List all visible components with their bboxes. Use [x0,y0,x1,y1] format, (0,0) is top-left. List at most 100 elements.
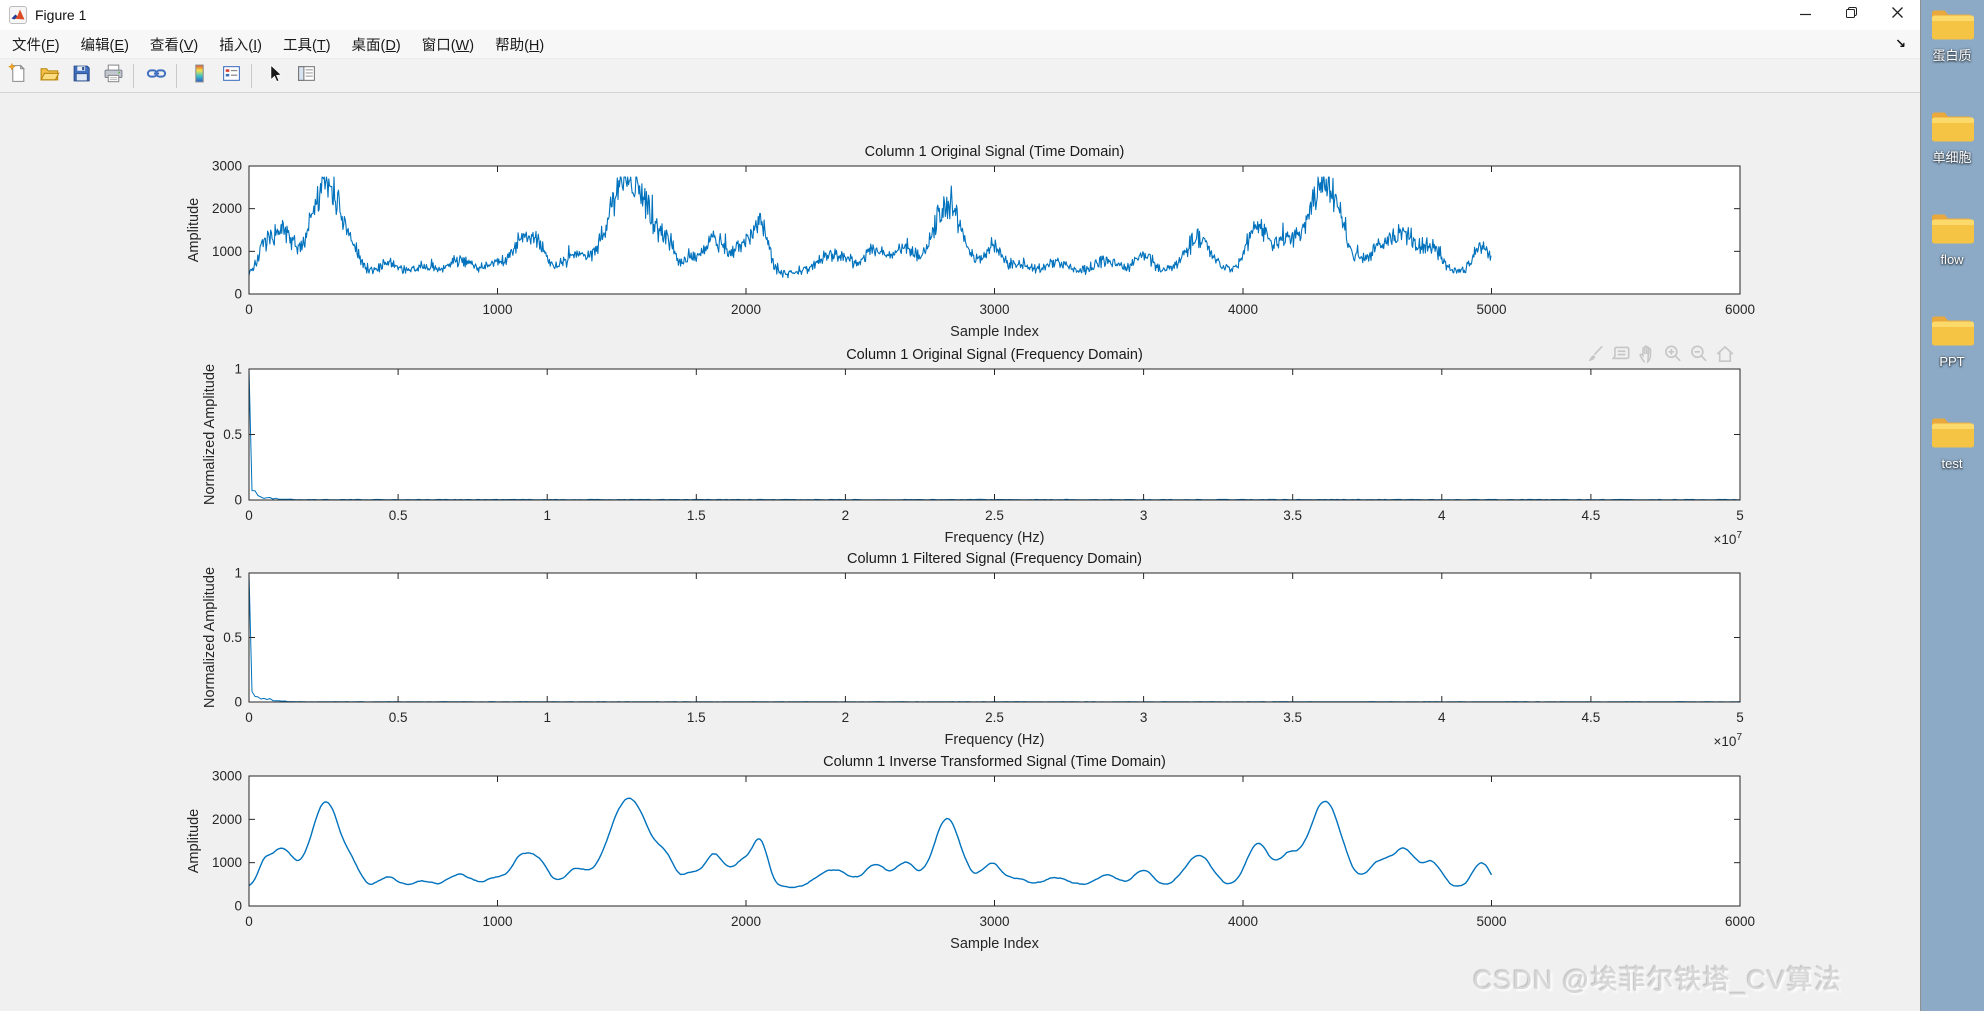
x-tick-label: 0.5 [389,508,408,523]
chart-title: Column 1 Original Signal (Time Domain) [865,144,1125,160]
y-tick-label: 0.5 [223,630,242,645]
folder-single-cell[interactable]: 单细胞 [1921,108,1983,165]
restore-view-button[interactable] [1712,343,1738,369]
figure-plot-area: 0 1000 2000 3000 4000 5000 60000100020003000Co… [186,144,1755,952]
signal-line [248,176,1492,279]
zoom-in-button[interactable] [1660,343,1686,369]
menu-item-desktop[interactable]: 桌面(D) [351,37,401,54]
x-tick-label: 5000 [1476,302,1506,317]
pan-icon [1636,343,1658,370]
plot-background [249,166,1740,294]
x-tick-label: 5000 [1476,914,1506,929]
restore-button[interactable] [1828,0,1874,30]
menu-item-file[interactable]: 文件(F) [12,37,60,54]
x-tick-label: 3.5 [1283,710,1302,725]
folder-icon [1921,312,1983,353]
x-tick-label: 3 [1140,710,1148,725]
folder-label: PPT [1939,354,1965,369]
x-tick-label: 0 [245,914,253,929]
x-axis-label: Frequency (Hz) [945,732,1045,748]
desktop: 蛋白质单细胞 flow PPT test [1920,0,1984,1011]
matlab-logo-icon [9,6,27,24]
y-tick-label: 0 [234,493,242,508]
insert-legend-button[interactable] [216,62,246,90]
chart-title: Column 1 Filtered Signal (Frequency Doma… [847,551,1142,567]
toolbar-separator [133,63,134,88]
folder-label: test [1941,456,1963,471]
menu-item-view[interactable]: 查看(V) [149,37,199,54]
folder-flow[interactable]: flow [1921,210,1983,267]
x-tick-label: 1000 [482,302,512,317]
close-button[interactable] [1874,0,1920,30]
folder-icon [1921,108,1983,149]
plot-background [249,776,1740,906]
new-figure-button[interactable] [2,62,32,90]
menu-item-insert[interactable]: 插入(I) [219,37,262,54]
y-axis-label: Amplitude [186,198,202,262]
y-tick-label: 0.5 [223,427,242,442]
link-plot-icon [146,63,167,89]
x-tick-label: 2 [842,710,850,725]
x-tick-label: 1.5 [687,710,706,725]
toolbar-separator [251,63,252,88]
restore-icon [1845,6,1858,24]
menu-item-tools[interactable]: 工具(T) [282,37,331,54]
y-tick-label: 1 [234,566,242,581]
edit-plot-icon [264,63,285,89]
link-plot-button[interactable] [141,62,171,90]
y-tick-label: 0 [234,287,242,302]
restore-view-icon [1714,343,1736,370]
folder-ppt[interactable]: PPT [1921,312,1983,369]
x-tick-label: 1 [543,508,551,523]
menu-item-help[interactable]: 帮助(H) [495,37,545,54]
insert-legend-icon [221,63,242,89]
x-tick-label: 2.5 [985,710,1004,725]
plot-background [249,573,1740,702]
zoom-out-button[interactable] [1686,343,1712,369]
x-tick-label: 0 [245,508,253,523]
chart-freq-original: 0 0.5 1 1.5 2 2.5 3 3.5 4 4.5 5 0 0.5 1 Column 1 Origi… [202,347,1744,547]
menu-item-edit[interactable]: 编辑(E) [80,37,129,54]
brush-button[interactable] [1582,343,1608,369]
x-axis-label: Sample Index [950,324,1039,340]
menu-bar: 文件(F) 编辑(E) 查看(V) 插入(I) 工具(T) 桌面(D) 窗口(W) 帮助(H)… [0,30,1920,59]
folder-protein[interactable]: 蛋白质 [1921,6,1983,63]
edit-plot-button[interactable] [259,62,289,90]
close-icon [1891,6,1904,24]
print-figure-button[interactable] [98,62,128,90]
menu-item-window[interactable]: 窗口(W) [421,37,475,54]
titlebar: Figure 1 [0,0,1920,30]
x-tick-label: 1 [543,710,551,725]
save-figure-button[interactable] [66,62,96,90]
property-inspector-button[interactable] [291,62,321,90]
figure-window: 0 1000 2000 3000 4000 5000 6000 0 1000 2000 3000 Co… [0,0,1921,1011]
zoom-out-icon [1688,343,1710,370]
minimize-button[interactable] [1782,0,1828,30]
insert-colorbar-button[interactable] [184,62,214,90]
y-tick-label: 2000 [212,201,242,216]
folder-test[interactable]: test [1921,414,1983,471]
y-tick-label: 2000 [212,812,242,827]
menu-overflow-arrow[interactable]: ↘ [1895,36,1906,51]
y-axis-label: Normalized Amplitude [202,567,218,708]
x-tick-label: 5 [1736,710,1744,725]
y-tick-label: 0 [234,695,242,710]
y-tick-label: 1000 [212,244,242,259]
x-tick-label: 2 [842,508,850,523]
y-axis-label: Normalized Amplitude [202,364,218,505]
axes-hover-toolbar [1582,343,1738,369]
datatip-button[interactable] [1608,343,1634,369]
axis-exponent-label: ×107 [1714,530,1743,547]
x-tick-label: 2000 [731,914,761,929]
property-inspector-icon [296,63,317,89]
folder-icon [1921,414,1983,455]
open-file-button[interactable] [34,62,64,90]
x-tick-label: 3.5 [1283,508,1302,523]
x-axis-label: Frequency (Hz) [945,530,1045,546]
x-axis-label: Sample Index [950,936,1039,952]
x-tick-label: 4 [1438,508,1446,523]
axis-exponent-label: ×107 [1714,732,1743,749]
x-tick-label: 0.5 [389,710,408,725]
x-tick-label: 2.5 [985,508,1004,523]
pan-button[interactable] [1634,343,1660,369]
